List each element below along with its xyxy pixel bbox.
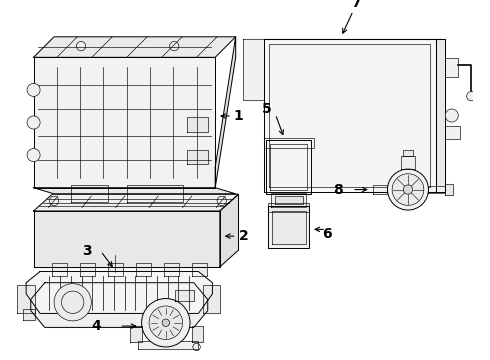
- Polygon shape: [271, 193, 306, 207]
- Polygon shape: [264, 138, 314, 148]
- Polygon shape: [52, 263, 67, 276]
- Polygon shape: [34, 211, 220, 267]
- Circle shape: [27, 149, 40, 162]
- Polygon shape: [17, 285, 35, 314]
- Text: 4: 4: [91, 319, 101, 333]
- Polygon shape: [220, 194, 239, 267]
- Circle shape: [388, 169, 428, 210]
- Polygon shape: [127, 185, 183, 202]
- Polygon shape: [71, 185, 108, 202]
- Text: 8: 8: [334, 183, 343, 197]
- Polygon shape: [264, 39, 436, 192]
- Polygon shape: [34, 57, 215, 188]
- Polygon shape: [80, 263, 95, 276]
- Polygon shape: [34, 194, 239, 211]
- Polygon shape: [400, 156, 416, 169]
- Polygon shape: [203, 285, 220, 314]
- Polygon shape: [445, 126, 460, 139]
- Circle shape: [392, 174, 424, 206]
- Polygon shape: [138, 341, 198, 349]
- Polygon shape: [108, 263, 123, 276]
- Polygon shape: [34, 188, 236, 194]
- Polygon shape: [24, 309, 34, 320]
- Text: 7: 7: [351, 0, 361, 10]
- Polygon shape: [31, 283, 208, 327]
- Circle shape: [403, 185, 413, 194]
- Circle shape: [466, 91, 476, 101]
- Polygon shape: [34, 37, 236, 57]
- Circle shape: [445, 109, 458, 122]
- Circle shape: [162, 319, 170, 327]
- Polygon shape: [269, 203, 309, 212]
- Polygon shape: [428, 186, 445, 193]
- Polygon shape: [187, 117, 208, 132]
- Polygon shape: [130, 325, 142, 342]
- Polygon shape: [445, 184, 453, 195]
- Polygon shape: [269, 44, 430, 187]
- Polygon shape: [164, 263, 179, 276]
- Polygon shape: [175, 290, 194, 301]
- Polygon shape: [192, 325, 203, 342]
- Polygon shape: [372, 185, 388, 194]
- Text: 5: 5: [262, 102, 272, 116]
- Circle shape: [27, 84, 40, 96]
- Polygon shape: [445, 58, 458, 77]
- Polygon shape: [270, 144, 307, 190]
- Text: 3: 3: [82, 244, 92, 258]
- Text: 1: 1: [234, 109, 244, 123]
- Polygon shape: [436, 39, 445, 192]
- Polygon shape: [267, 140, 311, 194]
- Circle shape: [27, 116, 40, 129]
- Polygon shape: [187, 149, 208, 165]
- Text: 6: 6: [322, 226, 332, 240]
- Polygon shape: [269, 206, 309, 248]
- Circle shape: [149, 306, 183, 339]
- Polygon shape: [136, 263, 151, 276]
- Polygon shape: [215, 37, 236, 188]
- Polygon shape: [192, 263, 207, 276]
- Polygon shape: [26, 271, 212, 314]
- Circle shape: [142, 298, 190, 347]
- Polygon shape: [243, 39, 264, 100]
- Circle shape: [54, 284, 91, 321]
- Text: 2: 2: [239, 229, 248, 243]
- Polygon shape: [272, 211, 306, 244]
- Polygon shape: [403, 150, 413, 156]
- Polygon shape: [275, 196, 303, 203]
